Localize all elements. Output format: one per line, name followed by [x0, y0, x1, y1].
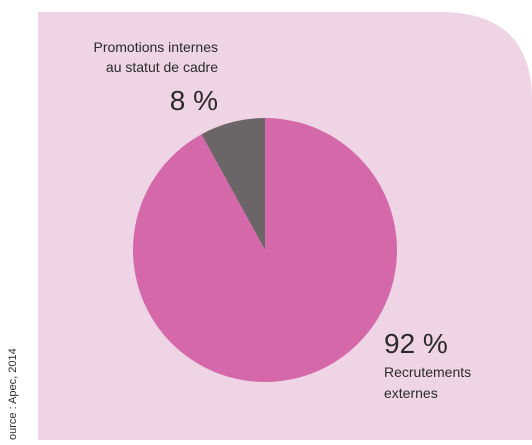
value-label: 8 %: [170, 85, 218, 116]
category-label: Recrutements externes: [384, 364, 471, 401]
source-note: ource : Apec, 2014: [7, 348, 19, 440]
pie-slice: [201, 118, 265, 250]
value-label: 92 %: [384, 328, 448, 359]
category-label: Promotions internes au statut de cadre: [93, 39, 218, 75]
pie-slice: [132, 118, 398, 382]
